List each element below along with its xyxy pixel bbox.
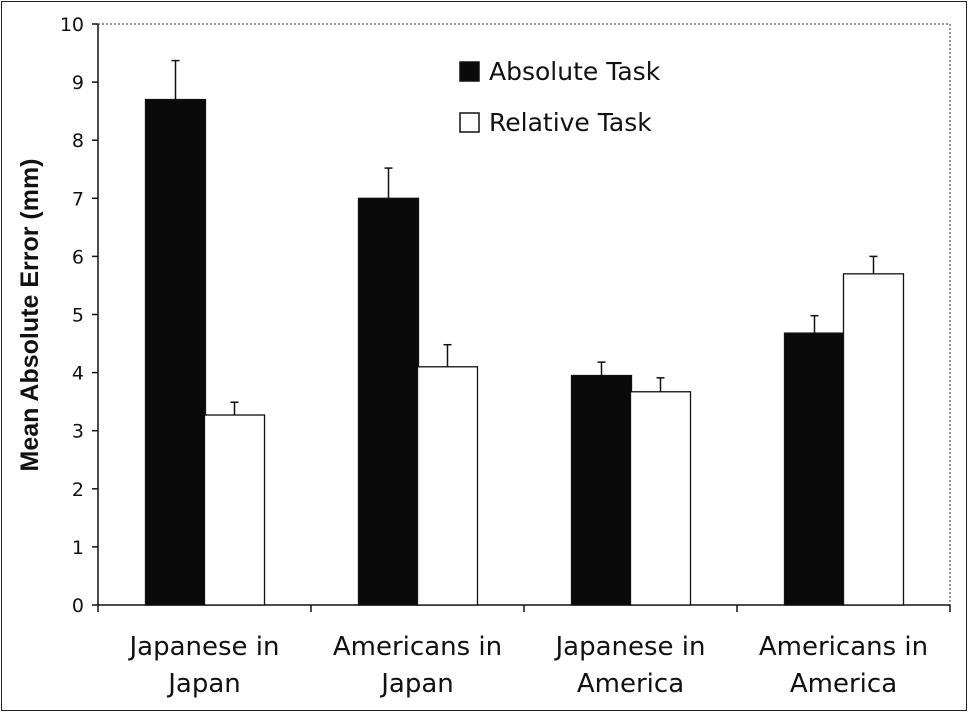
y-tick-label: 7 xyxy=(72,188,84,210)
legend-label: Absolute Task xyxy=(489,57,661,86)
legend-label: Relative Task xyxy=(489,108,652,137)
absolute-task-bar xyxy=(357,197,420,606)
relative-task-bar xyxy=(629,391,692,606)
y-tick-label: 8 xyxy=(72,130,84,152)
x-category-label: Japanese in xyxy=(127,632,279,662)
relative-task-bar xyxy=(203,414,266,606)
x-category-label: Japanese in xyxy=(553,632,705,662)
y-tick-label: 1 xyxy=(72,537,84,559)
legend-swatch-absolute xyxy=(459,61,480,82)
y-axis-label: Mean Absolute Error (mm) xyxy=(16,158,44,471)
y-tick-label: 0 xyxy=(72,595,84,617)
y-tick-label: 5 xyxy=(72,305,84,327)
bars xyxy=(144,98,905,606)
y-axis: 0 1 2 3 4 5 6 7 8 9 10 xyxy=(60,14,99,617)
x-category-label: Americans in xyxy=(759,632,928,662)
y-tick-label: 3 xyxy=(72,421,84,443)
legend: Absolute Task Relative Task xyxy=(459,57,661,137)
x-category-label: America xyxy=(790,669,897,699)
x-category-label: America xyxy=(577,669,684,699)
legend-swatch-relative xyxy=(459,112,480,133)
y-tick-label: 6 xyxy=(72,246,84,268)
absolute-task-bar xyxy=(570,374,633,606)
absolute-task-bar xyxy=(783,332,846,606)
x-axis: Japanese in Japan Americans in Japan Japanes… xyxy=(97,604,951,699)
x-category-label: Americans in xyxy=(333,632,502,662)
x-category-label: Japan xyxy=(379,669,454,699)
y-tick-label: 9 xyxy=(72,72,84,94)
relative-task-bar xyxy=(842,273,905,606)
relative-task-bar xyxy=(416,366,479,606)
y-tick-label: 4 xyxy=(72,363,84,385)
absolute-task-bar xyxy=(144,98,207,606)
x-category-label: Japan xyxy=(166,669,241,699)
plot-border xyxy=(98,23,951,605)
y-tick-label: 10 xyxy=(60,14,84,36)
error-bars xyxy=(171,59,878,416)
y-tick-label: 2 xyxy=(72,479,84,501)
